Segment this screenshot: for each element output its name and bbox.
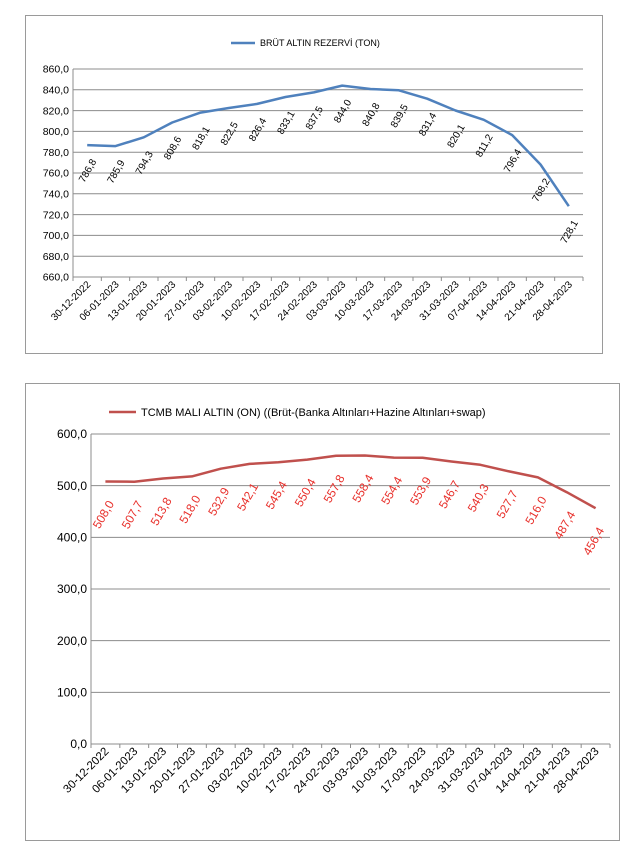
data-label: 554,4 (378, 474, 405, 507)
data-label: 518,0 (176, 493, 203, 526)
treasury-gold-chart-panel: 0,0 100,0 200,0 300,0 400,0 500,0 600,0 30-12-2… (25, 383, 620, 841)
data-label: 507,7 (119, 498, 146, 531)
data-label: 516,0 (522, 494, 549, 527)
data-label: 558,4 (349, 472, 376, 505)
series-line (105, 454, 597, 510)
data-label: 542,1 (234, 480, 261, 513)
data-label: 837,5 (304, 104, 326, 132)
y-tick-label: 860,0 (43, 64, 69, 76)
data-label: 844,0 (332, 98, 354, 126)
y-tick-label: 740,0 (43, 188, 69, 200)
y-tick-label: 700,0 (43, 230, 69, 242)
y-tick-label: 840,0 (43, 84, 69, 96)
data-label: 550,4 (292, 476, 319, 509)
y-tick-label: 200,0 (57, 634, 87, 648)
data-label: 728,1 (559, 218, 581, 246)
data-label: 532,9 (205, 485, 232, 518)
y-tick-label: 820,0 (43, 105, 69, 117)
y-tick-label: 500,0 (57, 479, 87, 493)
data-label: 527,7 (494, 488, 521, 521)
data-label: 811,2 (474, 132, 496, 159)
data-label: 833,1 (276, 109, 298, 137)
data-label: 822,5 (219, 120, 241, 148)
data-label: 840,8 (361, 101, 383, 129)
series-line (87, 84, 570, 207)
y-tick-label: 400,0 (57, 531, 87, 545)
y-tick-label: 760,0 (43, 168, 69, 180)
data-label: 487,4 (551, 508, 578, 541)
data-label: 456,4 (580, 524, 607, 557)
data-label: 786,8 (77, 157, 99, 185)
data-label: 831,4 (417, 111, 439, 139)
y-tick-label: 300,0 (57, 582, 87, 596)
data-label: 553,9 (407, 474, 434, 507)
data-label: 826,4 (247, 116, 269, 144)
data-label: 818,1 (191, 125, 213, 153)
data-label: 513,8 (148, 495, 175, 528)
data-label: 557,8 (321, 472, 348, 505)
legend-label: TCMB MALI ALTIN (ON) ((Brüt-(Banka Altın… (141, 407, 486, 419)
legend-label: BRÜT ALTIN REZERVİ (TON) (260, 38, 380, 48)
treasury-gold-chart: 0,0100,0200,0300,0400,0500,0600,030-12-2… (57, 407, 611, 796)
y-tick-label: 100,0 (57, 686, 87, 700)
data-label: 839,5 (389, 102, 411, 130)
data-label: 808,6 (162, 134, 184, 162)
data-label: 785,9 (106, 158, 128, 186)
data-label: 546,7 (436, 478, 463, 511)
data-label: 768,2 (531, 176, 553, 204)
data-label: 796,4 (502, 147, 524, 175)
y-tick-label: 680,0 (43, 251, 69, 263)
y-tick-label: 800,0 (43, 126, 69, 138)
y-tick-label: 720,0 (43, 209, 69, 221)
y-tick-label: 780,0 (43, 147, 69, 159)
gold-reserve-chart: 660,0 680,0 700,0 720,0 740,0 760,0 780,0 800,0… (43, 38, 584, 323)
data-label: 508,0 (90, 498, 117, 531)
y-tick-label: 0,0 (70, 737, 87, 751)
data-label: 545,4 (263, 478, 290, 511)
gold-reserve-chart-panel: 660,0 680,0 700,0 720,0 740,0 760,0 780,0 800,0… (25, 15, 603, 354)
y-tick-label: 660,0 (43, 272, 69, 284)
data-label: 820,1 (446, 122, 468, 150)
y-tick-label: 600,0 (57, 427, 87, 441)
